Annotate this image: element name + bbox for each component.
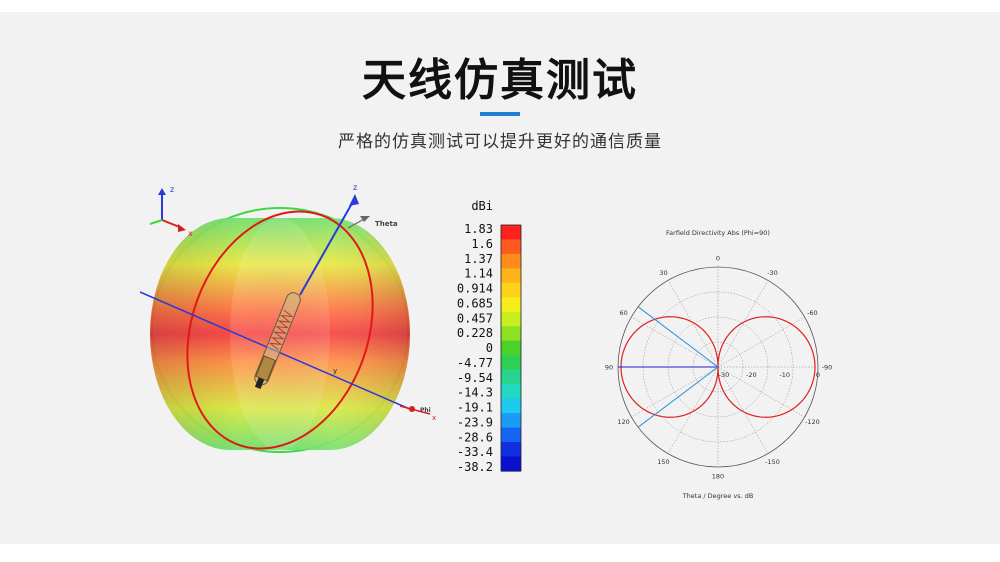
- polar-angle-label: -60: [807, 309, 818, 317]
- polar-angle-label: -90: [822, 364, 833, 372]
- colorbar-tick-label: 0.228: [457, 326, 493, 340]
- triad-x-label: x: [188, 229, 193, 238]
- colorbar-band: [501, 427, 521, 443]
- colorbar-frame: [500, 224, 522, 472]
- phi-label: Phi: [420, 407, 431, 414]
- colorbar-band: [501, 413, 521, 429]
- polar-directivity-chart: Farfield Directivity Abs (Phi=90) 0 30 -30…: [605, 229, 833, 500]
- polar-radial-label: 0: [816, 371, 820, 379]
- colorbar-tick-label: -19.1: [457, 401, 493, 415]
- title-underline: [480, 112, 520, 116]
- polar-angle-label: 150: [657, 458, 669, 466]
- page-subtitle: 严格的仿真测试可以提升更好的通信质量: [338, 132, 662, 152]
- polar-angle-label: -150: [765, 458, 780, 466]
- theta-arrow: [360, 216, 370, 222]
- page-title: 天线仿真测试: [362, 55, 638, 106]
- polar-beamwidth-marker: [637, 306, 719, 368]
- polar-spoke: [667, 366, 719, 454]
- polar-beamwidth-marker: [637, 366, 719, 428]
- colorbar-band: [501, 326, 521, 342]
- colorbar-band: [501, 311, 521, 327]
- colorbar-tick-label: -9.54: [457, 371, 493, 385]
- z-axis-arrow: [349, 194, 359, 206]
- colorbar-tick-label: 0: [486, 341, 493, 355]
- colorbar-band: [501, 442, 521, 458]
- colorbar-band: [501, 355, 521, 371]
- polar-radial-label: -20: [746, 371, 757, 379]
- polar-radial-label: -30: [719, 371, 730, 379]
- colorbar-tick-label: 1.37: [464, 252, 493, 266]
- polar-angle-label: 30: [659, 269, 667, 277]
- colorbar-tick-label: -23.9: [457, 415, 493, 429]
- colorbar-band: [501, 297, 521, 313]
- polar-angle-label: 0: [716, 255, 720, 263]
- colorbar-band: [501, 268, 521, 284]
- triad-z-label: z: [170, 185, 174, 194]
- polar-angle-label: 180: [712, 473, 724, 481]
- polar-radial-label: -10: [779, 371, 790, 379]
- colorbar-band: [501, 253, 521, 270]
- colorbar-tick-label: 0.457: [457, 311, 493, 325]
- polar-xlabel: Theta / Degree vs. dB: [682, 492, 754, 500]
- colorbar-tick-label: -38.2: [457, 460, 493, 474]
- y-axis-tag: y: [333, 367, 337, 375]
- colorbar-band: [501, 340, 521, 356]
- colorbar-band: [501, 384, 521, 400]
- colorbar-band: [501, 225, 521, 241]
- colorbar-unit: dBi: [471, 199, 493, 213]
- colorbar-tick-label: -33.4: [457, 445, 493, 459]
- colorbar-tick-label: 0.914: [457, 282, 493, 296]
- polar-title: Farfield Directivity Abs (Phi=90): [666, 229, 770, 237]
- colorbar-band: [501, 239, 521, 255]
- polar-angle-label: 60: [619, 309, 627, 317]
- axis-triad: z x: [149, 185, 193, 238]
- x-axis-label-right: x: [432, 414, 436, 422]
- polar-spoke: [667, 280, 719, 368]
- radiation-3d-view: z Theta Phi x y z x: [139, 183, 436, 453]
- colorbar-band: [501, 282, 521, 298]
- colorbar-tick-label: 1.14: [464, 267, 493, 281]
- colorbar-tick-label: 1.83: [464, 222, 493, 236]
- colorbar-band: [501, 456, 521, 472]
- blue-z-axis: [299, 197, 356, 296]
- antenna-model: [254, 292, 301, 389]
- colorbar-tick-label: 0.685: [457, 296, 493, 310]
- colorbar-tick-label: -14.3: [457, 386, 493, 400]
- theta-label: Theta: [375, 220, 398, 228]
- polar-angle-label: 120: [617, 418, 629, 426]
- polar-angle-label: -120: [805, 418, 820, 426]
- polar-angle-label: 90: [605, 364, 613, 372]
- colorbar-band: [501, 369, 521, 385]
- z-axis-label: z: [353, 183, 357, 192]
- colorbar-tick-label: 1.6: [471, 237, 493, 251]
- red-meridian-ring: [186, 210, 374, 450]
- colorbar: dBi 1.831.61.371.140.9140.6850.4570.2280…: [457, 199, 522, 474]
- polar-angle-label: -30: [767, 269, 778, 277]
- colorbar-band: [501, 398, 521, 414]
- colorbar-tick-label: -28.6: [457, 430, 493, 444]
- colorbar-tick-label: -4.77: [457, 356, 493, 370]
